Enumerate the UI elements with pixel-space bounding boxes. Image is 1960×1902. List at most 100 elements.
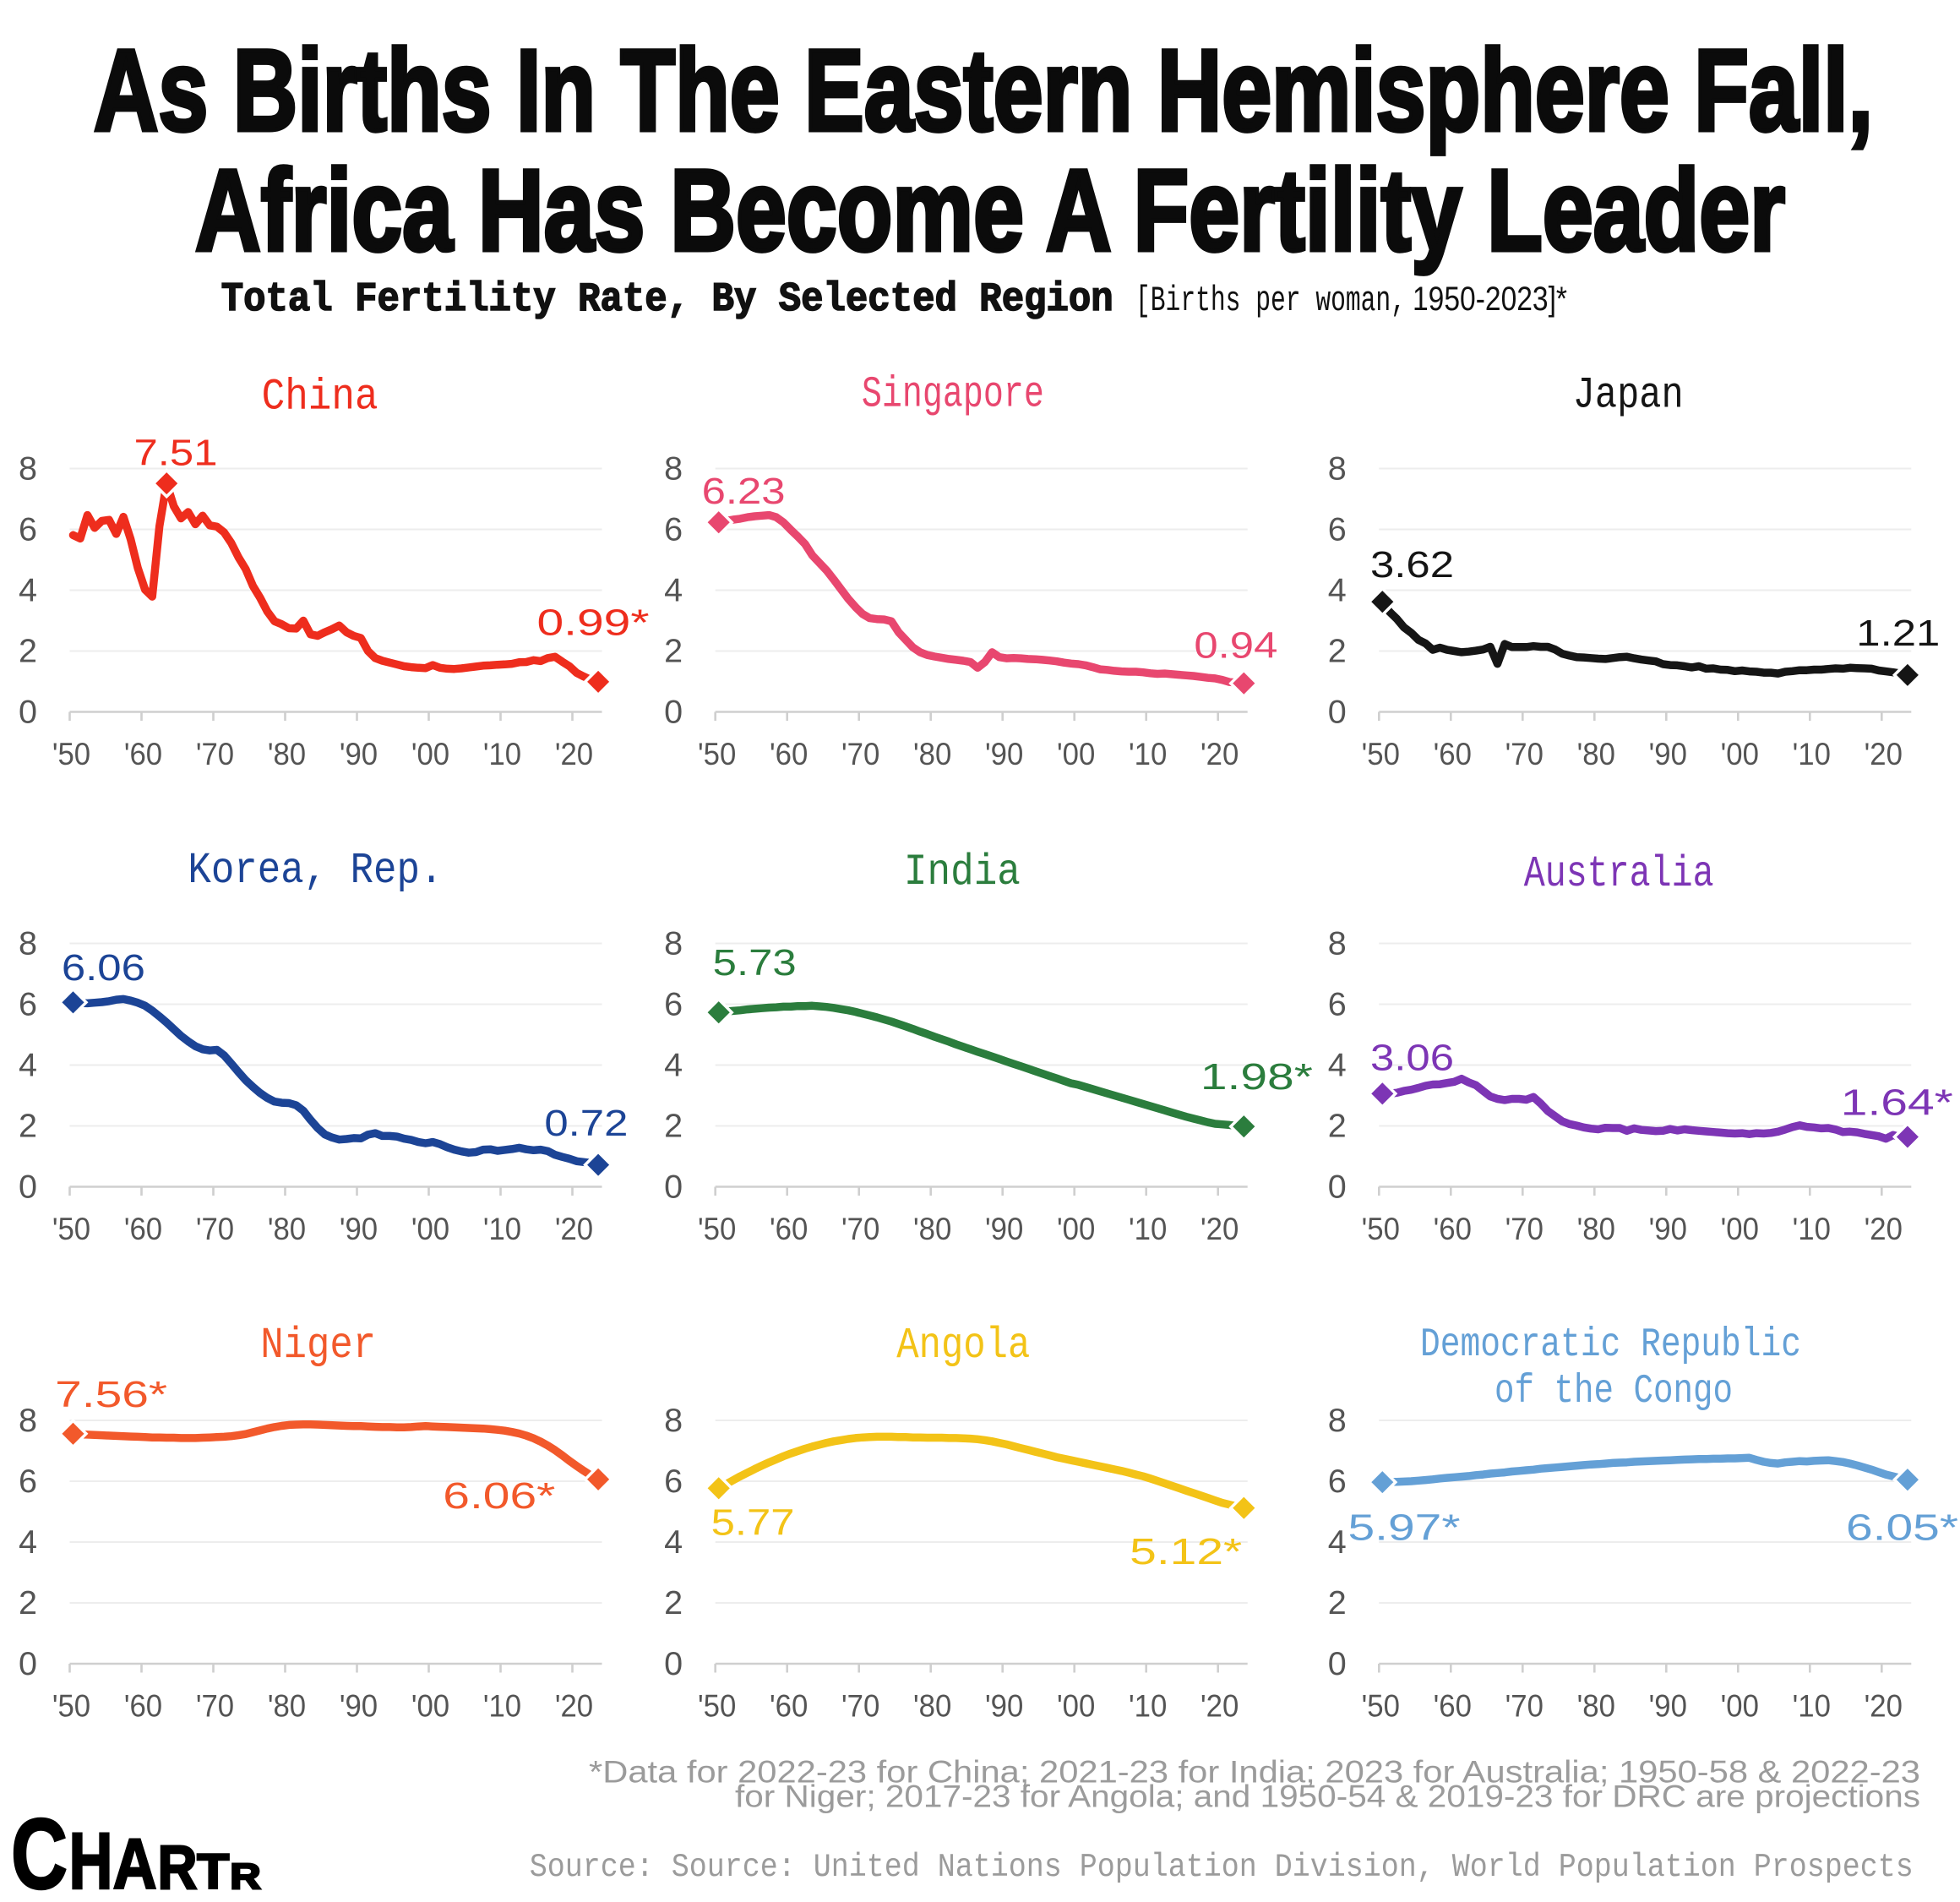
- svg-text:'50: '50: [1362, 737, 1400, 771]
- svg-text:'70: '70: [1505, 1689, 1544, 1724]
- svg-text:8: 8: [19, 1403, 37, 1439]
- svg-text:Total Fertility Rate, By Selec: Total Fertility Rate, By Selected Region: [221, 277, 1113, 323]
- svg-text:6: 6: [1328, 512, 1347, 548]
- svg-text:6: 6: [664, 1463, 683, 1500]
- svg-text:'00: '00: [1057, 1689, 1095, 1724]
- svg-text:2: 2: [664, 1585, 683, 1621]
- svg-text:'00: '00: [411, 737, 449, 771]
- svg-text:'70: '70: [196, 737, 234, 771]
- svg-text:4: 4: [1328, 573, 1347, 609]
- svg-text:'80: '80: [268, 1212, 306, 1246]
- svg-text:of the Congo: of the Congo: [1494, 1369, 1733, 1414]
- svg-text:0: 0: [1328, 695, 1347, 731]
- svg-text:'60: '60: [1434, 1212, 1472, 1246]
- svg-text:6.06: 6.06: [62, 947, 145, 989]
- svg-text:0: 0: [664, 695, 683, 731]
- svg-text:3.62: 3.62: [1370, 544, 1454, 586]
- svg-text:India: India: [904, 847, 1021, 897]
- svg-text:R: R: [158, 1834, 198, 1902]
- svg-text:'90: '90: [340, 737, 378, 771]
- svg-text:R: R: [230, 1856, 261, 1897]
- svg-text:4: 4: [19, 573, 37, 609]
- svg-text:4: 4: [19, 1048, 37, 1084]
- svg-text:'10: '10: [1793, 1689, 1831, 1724]
- svg-text:'50: '50: [52, 1689, 90, 1724]
- svg-text:'20: '20: [1200, 1689, 1239, 1724]
- svg-text:1.98*: 1.98*: [1200, 1056, 1313, 1098]
- svg-text:'80: '80: [913, 1212, 951, 1246]
- svg-text:0: 0: [19, 695, 37, 731]
- svg-text:5.73: 5.73: [713, 942, 797, 984]
- svg-text:'10: '10: [1793, 737, 1831, 771]
- svg-text:'80: '80: [268, 737, 306, 771]
- svg-text:6.23: 6.23: [702, 471, 786, 512]
- svg-text:'10: '10: [483, 1689, 521, 1724]
- svg-text:2: 2: [1328, 1585, 1347, 1621]
- svg-text:'50: '50: [52, 737, 90, 771]
- svg-text:[Births per woman,: [Births per woman,: [1135, 281, 1406, 321]
- svg-text:*Data for 2022-23 for China; 2: *Data for 2022-23 for China; 2021-23 for…: [589, 1754, 1920, 1789]
- svg-text:'50: '50: [52, 1212, 90, 1246]
- svg-text:3.06: 3.06: [1370, 1037, 1454, 1078]
- svg-text:Niger: Niger: [260, 1321, 376, 1371]
- svg-text:6: 6: [664, 987, 683, 1023]
- svg-text:4: 4: [664, 573, 683, 609]
- svg-text:'10: '10: [1129, 1212, 1167, 1246]
- svg-text:2: 2: [664, 634, 683, 670]
- svg-text:2: 2: [664, 1109, 683, 1145]
- svg-text:'60: '60: [124, 1689, 162, 1724]
- svg-text:'20: '20: [1865, 1212, 1903, 1246]
- svg-text:'80: '80: [913, 1689, 951, 1724]
- svg-text:'90: '90: [340, 1212, 378, 1246]
- svg-text:0.99*: 0.99*: [537, 602, 650, 643]
- svg-text:7.56*: 7.56*: [55, 1374, 167, 1415]
- svg-text:0: 0: [1328, 1169, 1347, 1206]
- svg-text:'60: '60: [770, 1212, 808, 1246]
- svg-text:'20: '20: [555, 1212, 593, 1246]
- svg-text:'10: '10: [1129, 1689, 1167, 1724]
- svg-text:'60: '60: [124, 1212, 162, 1246]
- svg-text:'60: '60: [1434, 1689, 1472, 1724]
- svg-text:6: 6: [19, 1463, 37, 1500]
- svg-text:Japan: Japan: [1573, 371, 1684, 421]
- svg-text:'20: '20: [1200, 737, 1239, 771]
- svg-text:'70: '70: [841, 737, 879, 771]
- svg-text:0: 0: [19, 1646, 37, 1682]
- svg-text:Democratic Republic: Democratic Republic: [1420, 1322, 1801, 1368]
- svg-text:'10: '10: [1129, 737, 1167, 771]
- svg-text:8: 8: [19, 451, 37, 488]
- svg-text:4: 4: [664, 1048, 683, 1084]
- svg-text:'00: '00: [1721, 1212, 1759, 1246]
- svg-text:4: 4: [1328, 1524, 1347, 1561]
- svg-text:'20: '20: [555, 737, 593, 771]
- svg-text:6: 6: [1328, 1463, 1347, 1500]
- svg-text:Australia: Australia: [1524, 849, 1714, 899]
- svg-text:'50: '50: [698, 737, 736, 771]
- svg-text:'70: '70: [1505, 737, 1544, 771]
- svg-text:2: 2: [19, 1585, 37, 1621]
- svg-text:'80: '80: [268, 1689, 306, 1724]
- svg-text:'00: '00: [1057, 737, 1095, 771]
- svg-text:'50: '50: [698, 1212, 736, 1246]
- svg-text:'70: '70: [196, 1212, 234, 1246]
- svg-text:'70: '70: [196, 1689, 234, 1724]
- svg-text:'80: '80: [1577, 1212, 1615, 1246]
- svg-text:8: 8: [664, 1403, 683, 1439]
- svg-text:Source: Source: United Nations: Source: Source: United Nations Populatio…: [530, 1849, 1914, 1886]
- svg-text:'70: '70: [1505, 1212, 1544, 1246]
- svg-text:Africa Has Become A Fertility: Africa Has Become A Fertility Leader: [195, 146, 1785, 275]
- svg-text:0: 0: [664, 1646, 683, 1682]
- svg-text:6: 6: [19, 987, 37, 1023]
- svg-text:'20: '20: [1865, 1689, 1903, 1724]
- svg-text:6: 6: [19, 512, 37, 548]
- svg-text:6: 6: [664, 512, 683, 548]
- svg-text:0: 0: [664, 1169, 683, 1206]
- svg-text:'90: '90: [1649, 737, 1687, 771]
- svg-text:'00: '00: [1721, 1689, 1759, 1724]
- svg-text:5.77: 5.77: [711, 1501, 795, 1543]
- svg-text:'50: '50: [1362, 1689, 1400, 1724]
- svg-text:'00: '00: [1057, 1212, 1095, 1246]
- svg-text:0.94: 0.94: [1194, 624, 1277, 666]
- svg-text:H: H: [69, 1817, 113, 1902]
- svg-text:Angola: Angola: [896, 1321, 1030, 1371]
